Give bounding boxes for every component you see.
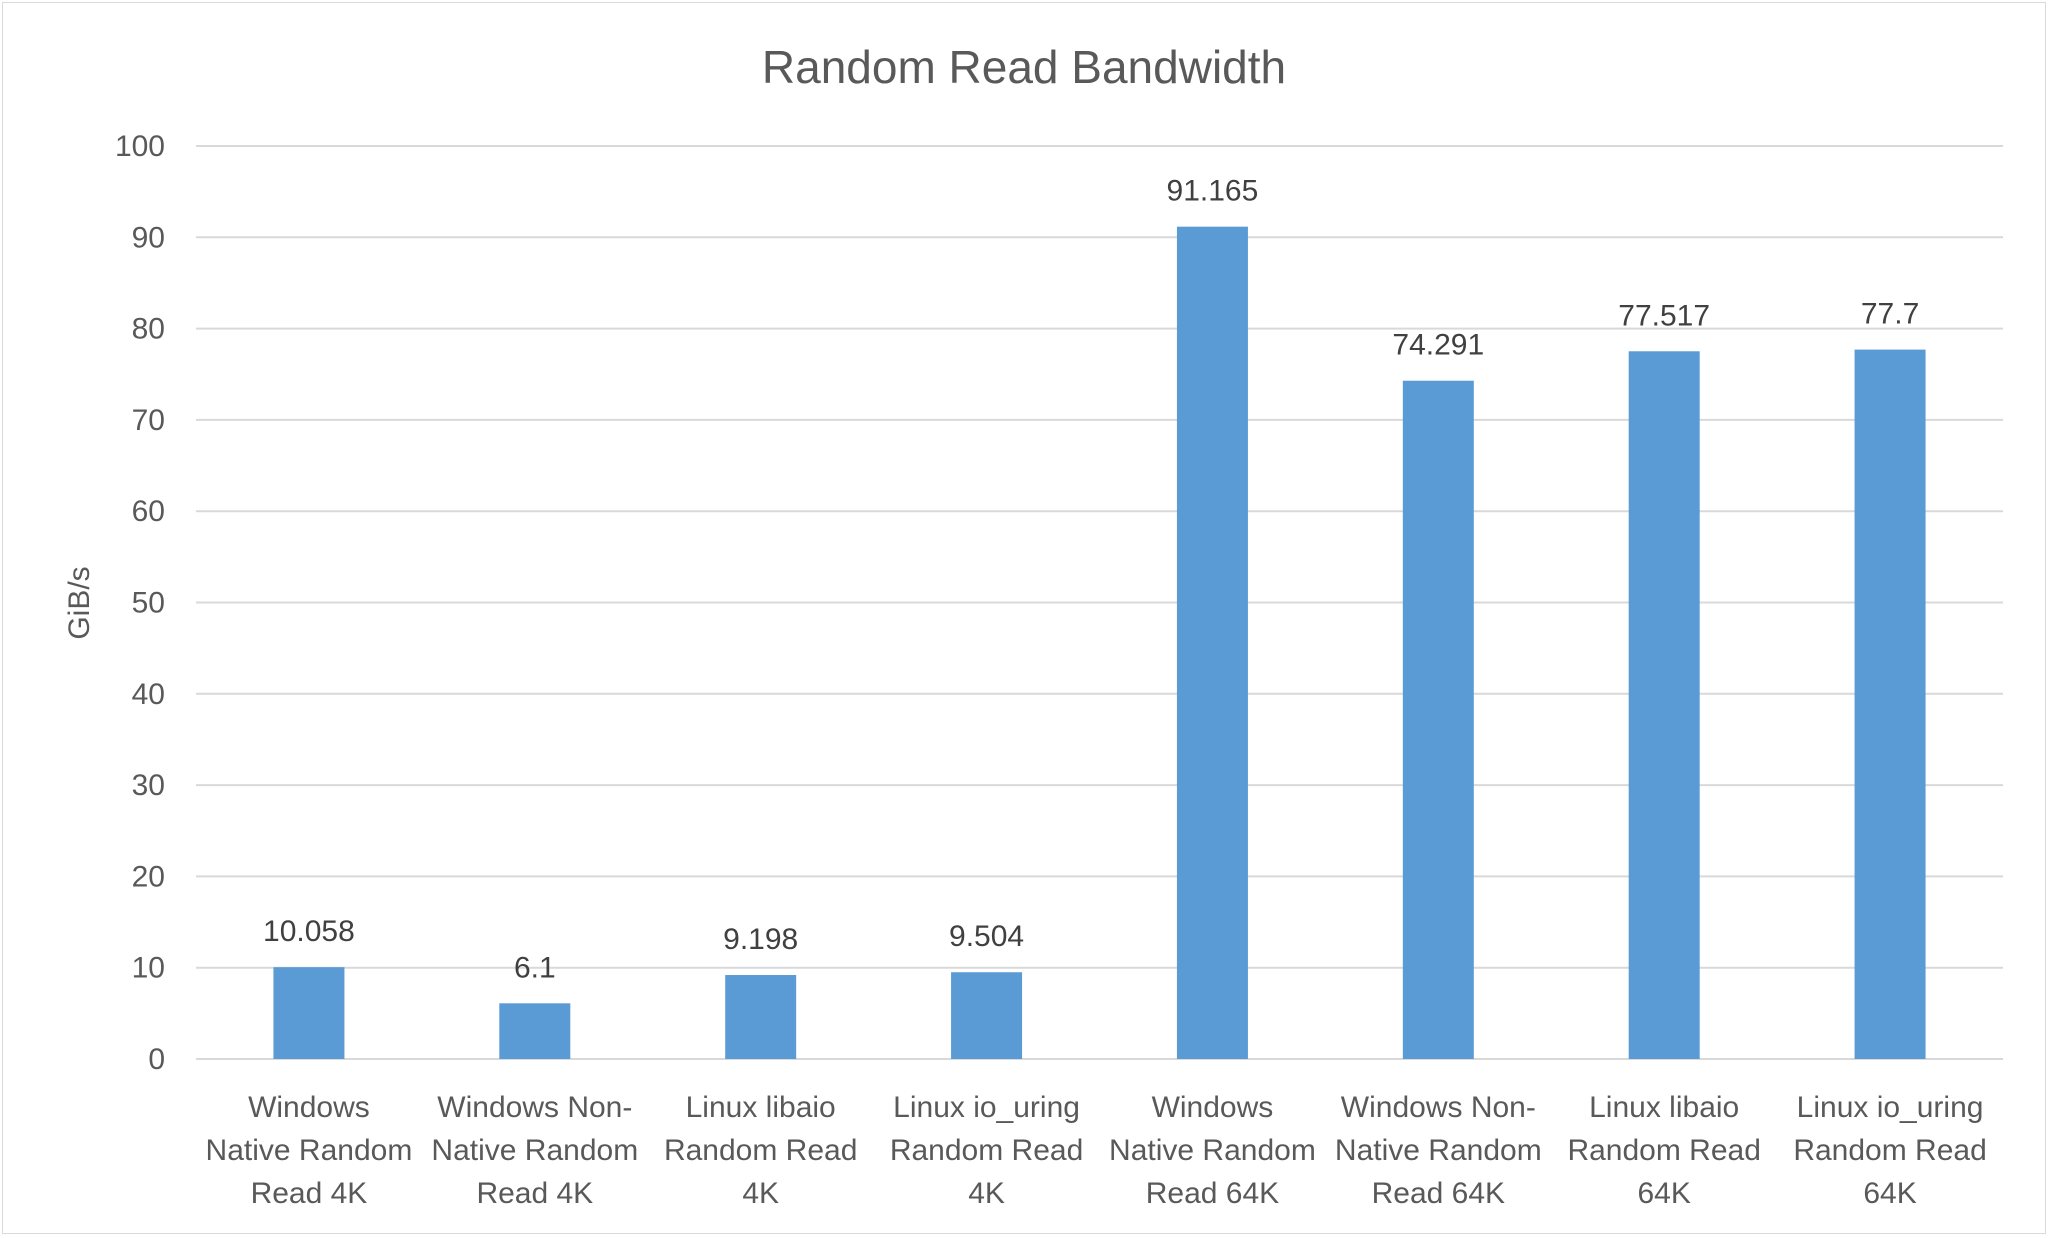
x-category-label: Windows Non- [437,1091,632,1124]
x-category-label: Native Random [1109,1134,1316,1167]
chart-title: Random Read Bandwidth [762,41,1286,93]
x-category-label: Native Random [206,1134,413,1167]
x-category-label: Windows [248,1091,370,1124]
y-tick-label: 80 [132,313,165,346]
y-tick-label: 0 [148,1043,165,1076]
data-label: 91.165 [1167,175,1259,208]
bar [1628,351,1700,1059]
y-axis-title: GiB/s [63,566,96,639]
bar [273,967,345,1059]
x-category-label: 64K [1863,1177,1916,1210]
data-label: 77.517 [1618,299,1710,332]
bar [1176,226,1248,1059]
x-category-label: 4K [968,1177,1005,1210]
x-category-label: Read 64K [1372,1177,1505,1210]
x-category-label: Random Read [664,1134,857,1167]
x-category-label: Native Random [431,1134,638,1167]
bar [1402,380,1474,1060]
x-axis-categories: Windows Native Random Read 4K Windows Non- N… [206,1091,1987,1210]
data-label: 74.291 [1392,329,1484,362]
bars [273,226,1926,1060]
x-category-label: Linux io_uring [1797,1091,1984,1124]
y-tick-label: 70 [132,404,165,437]
data-label: 9.198 [723,923,798,956]
x-category-label: Windows [1152,1091,1274,1124]
bar [725,975,797,1059]
x-category-label: Linux libaio [1589,1091,1739,1124]
x-category-label: Linux io_uring [893,1091,1080,1124]
y-tick-label: 30 [132,769,165,802]
data-label: 77.7 [1861,298,1919,331]
data-labels: 10.058 6.1 9.198 9.504 91.165 74.291 77.517 77.… [263,175,1919,985]
x-category-label: Read 4K [251,1177,368,1210]
x-category-label: Linux libaio [686,1091,836,1124]
y-tick-label: 50 [132,587,165,620]
bar [951,972,1023,1059]
x-category-label: Random Read [1567,1134,1760,1167]
y-tick-label: 100 [115,130,165,163]
x-category-label: Random Read [1793,1134,1986,1167]
x-category-label: 64K [1637,1177,1690,1210]
data-label: 10.058 [263,915,355,948]
y-axis-ticks: 0 10 20 30 40 50 60 70 80 90 100 [115,130,165,1076]
x-category-label: Windows Non- [1341,1091,1536,1124]
bar [1854,349,1926,1059]
x-category-label: 4K [742,1177,779,1210]
y-tick-label: 40 [132,678,165,711]
y-tick-label: 60 [132,495,165,528]
bar [499,1003,571,1059]
bar-chart: Random Read Bandwidth GiB/s 0 10 20 30 40 50 6… [63,41,2003,1210]
gridlines [196,145,2003,1060]
y-tick-label: 90 [132,221,165,254]
x-category-label: Read 64K [1146,1177,1279,1210]
x-category-label: Random Read [890,1134,1083,1167]
y-tick-label: 20 [132,860,165,893]
data-label: 9.504 [949,920,1024,953]
x-category-label: Read 4K [476,1177,593,1210]
y-tick-label: 10 [132,952,165,985]
data-label: 6.1 [514,951,556,984]
x-category-label: Native Random [1335,1134,1542,1167]
